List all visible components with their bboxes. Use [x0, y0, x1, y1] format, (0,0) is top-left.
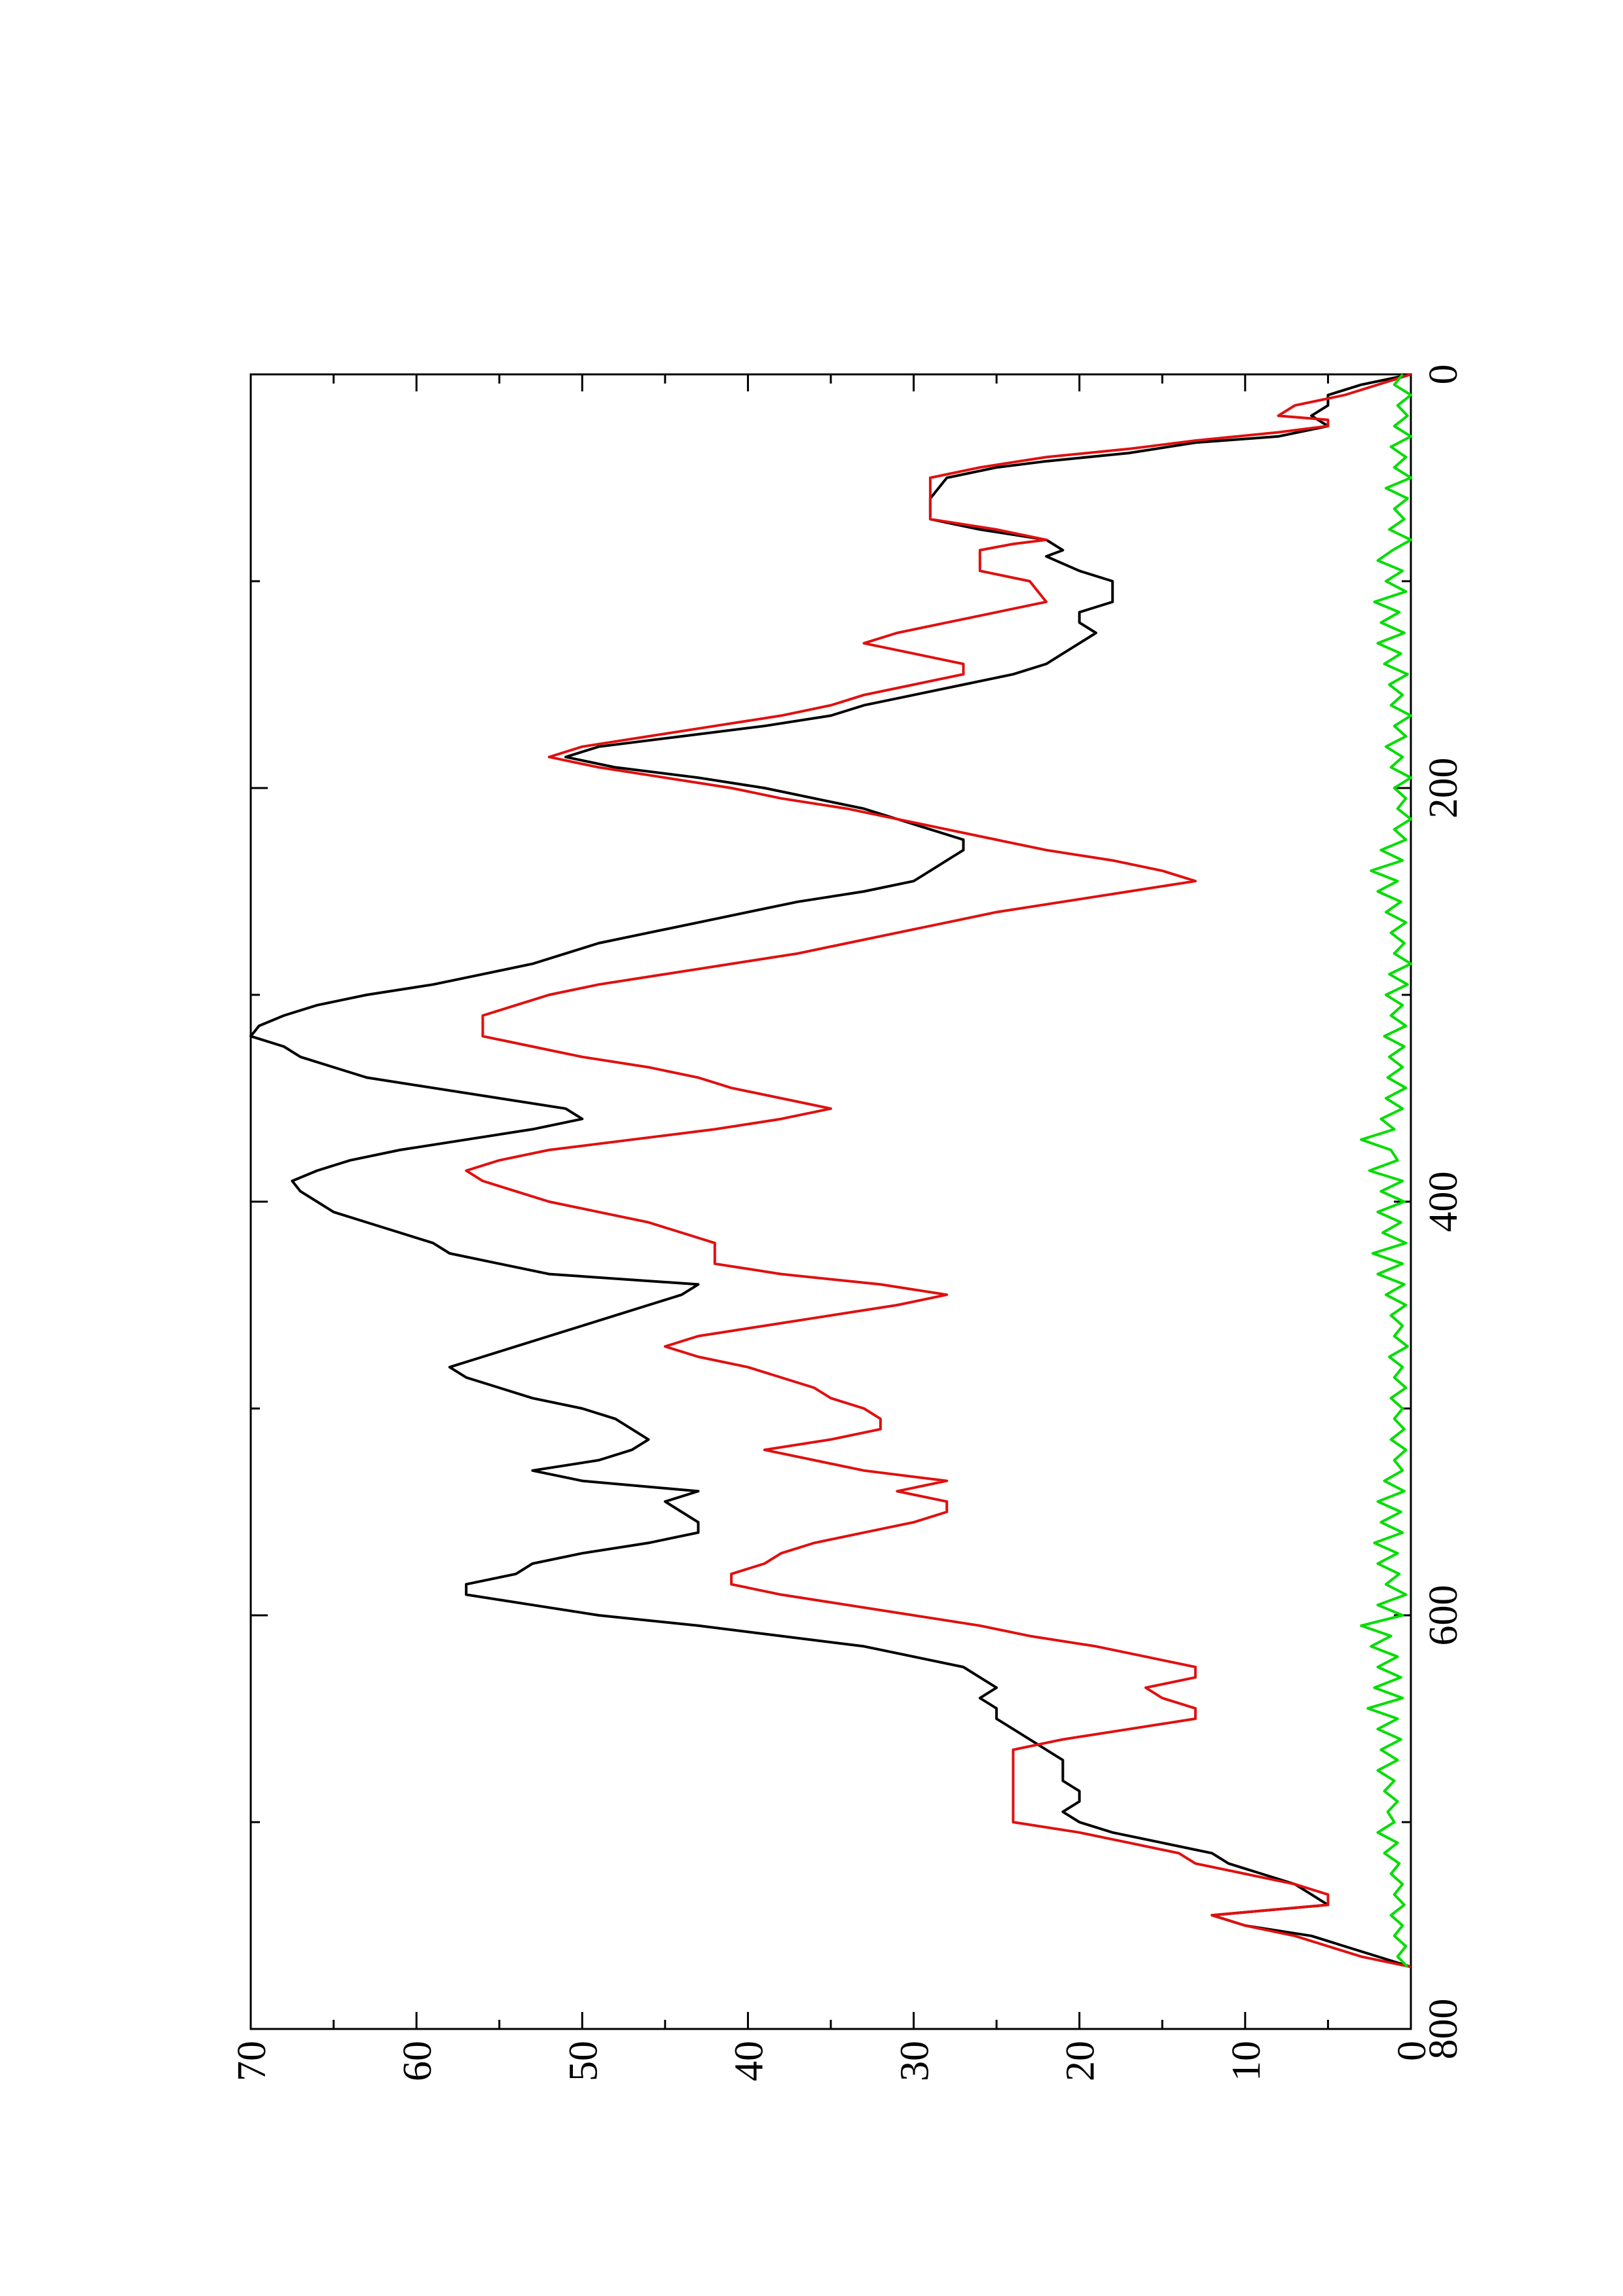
y-tick-label: 20	[1059, 2041, 1103, 2081]
plot-frame	[249, 373, 1412, 2030]
y-tick-label: 10	[1224, 2041, 1269, 2081]
y-tick-label: 70	[230, 2041, 274, 2081]
y-tick-label: 50	[561, 2041, 606, 2081]
x-tick-label: 600	[1421, 1585, 1466, 1646]
series-line-3	[1360, 373, 1412, 1968]
y-tick-label: 0	[1390, 2041, 1434, 2061]
x-tick-label: 0	[1421, 365, 1466, 385]
y-tick-label: 60	[395, 2041, 440, 2081]
x-tick-label: 200	[1421, 758, 1466, 819]
y-tick-label: 40	[727, 2041, 771, 2081]
x-tick-label: 800	[1421, 1999, 1466, 2060]
series-line-2	[465, 373, 1412, 1969]
series-line-1	[249, 373, 1412, 1969]
x-tick-label: 400	[1421, 1172, 1466, 1232]
y-tick-label: 30	[893, 2041, 938, 2081]
